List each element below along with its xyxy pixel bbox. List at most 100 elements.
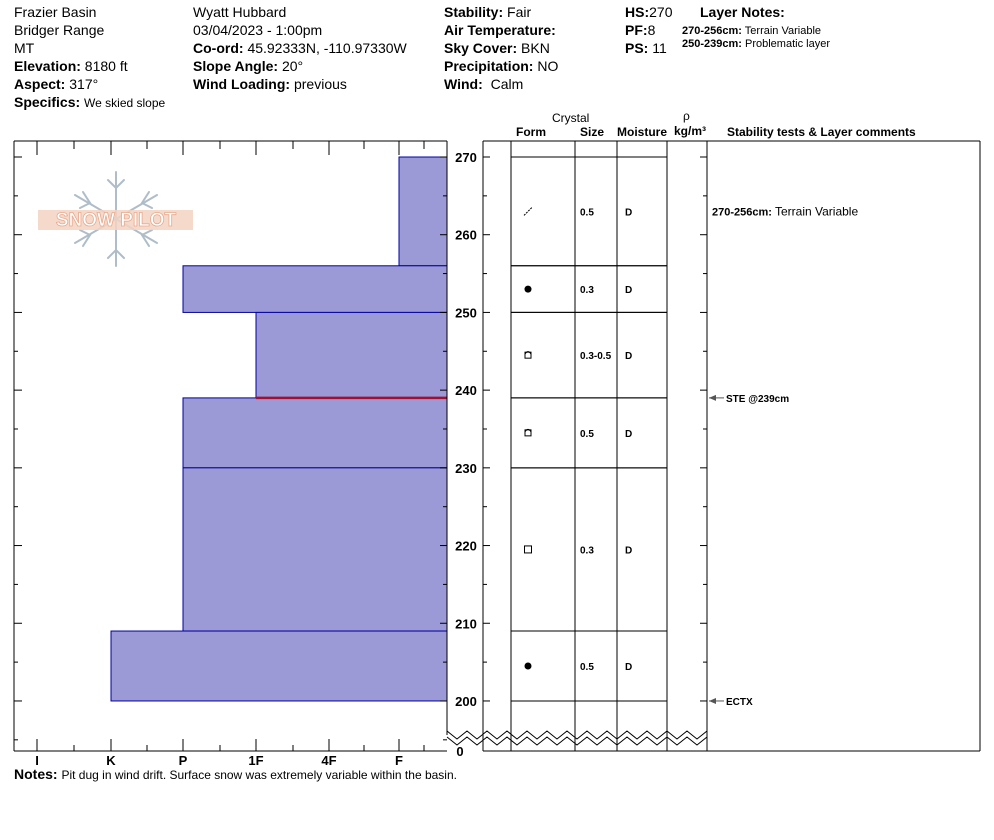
observation-datetime: 03/04/2023 - 1:00pm xyxy=(193,22,323,38)
grain-size-value: 0.3 xyxy=(580,285,594,296)
wind-loading-label: Wind Loading: xyxy=(193,76,291,92)
pf-row: PF:8 xyxy=(625,22,655,39)
hardness-label: P xyxy=(179,753,188,768)
layer-comment-text: Terrain Variable xyxy=(775,204,858,218)
depth-break-line xyxy=(446,736,708,746)
precip-row: Precipitation: NO xyxy=(444,58,558,75)
stability-value: Fair xyxy=(507,4,532,20)
hardness-label: F xyxy=(395,753,403,768)
wind-label: Wind: xyxy=(444,76,483,92)
notes-text: Pit dug in wind drift. Surface snow was … xyxy=(61,768,457,782)
faceted-rounded-icon xyxy=(524,428,532,437)
sky-cover-row: Sky Cover: BKN xyxy=(444,40,550,57)
depth-label: 260 xyxy=(455,228,477,243)
density-unit-header: kg/m³ xyxy=(674,124,707,138)
stability-tests-header: Stability tests & Layer comments xyxy=(727,125,916,139)
stability-test-label: ECTX xyxy=(726,697,753,708)
sky-cover-label: Sky Cover: xyxy=(444,40,518,56)
pf-value: 8 xyxy=(647,22,656,38)
moisture-value: D xyxy=(625,545,632,556)
hardness-bar xyxy=(182,467,448,632)
layer-note-range: 270-256cm: xyxy=(682,25,742,37)
elevation-value: 8180 ft xyxy=(84,58,128,74)
depth-label: 240 xyxy=(455,383,477,398)
coord-label: Co-ord: xyxy=(193,40,244,56)
depth-label-zero: 0 xyxy=(456,744,463,759)
slope-value: 20° xyxy=(281,58,304,74)
elevation-row: Elevation: 8180 ft xyxy=(14,58,128,75)
specifics-value: We skied slope xyxy=(84,96,166,110)
grain-size-value: 0.5 xyxy=(580,662,594,673)
precip-label: Precipitation: xyxy=(444,58,534,74)
moisture-value: D xyxy=(625,207,632,218)
grain-size-value: 0.5 xyxy=(580,429,594,440)
grain-size-value: 0.3-0.5 xyxy=(580,351,612,362)
hardness-label: 4F xyxy=(321,753,336,768)
stability-label: Stability: xyxy=(444,4,504,20)
hardness-bar xyxy=(182,397,448,469)
hardness-label: 1F xyxy=(248,753,263,768)
precip-value: NO xyxy=(537,58,559,74)
hardness-bar xyxy=(255,311,448,399)
coord-value: 45.92333N, -110.97330W xyxy=(247,40,407,56)
ps-value: 11 xyxy=(652,40,667,56)
wind-loading-row: Wind Loading: previous xyxy=(193,76,347,93)
wind-loading-value: previous xyxy=(293,76,347,92)
observer-name: Wyatt Hubbard xyxy=(193,4,287,20)
faceted-crystal-icon xyxy=(524,545,532,554)
moisture-header: Moisture xyxy=(617,125,668,139)
air-temp-label: Air Temperature: xyxy=(444,22,556,38)
hardness-bar xyxy=(182,265,448,313)
wind-value: Calm xyxy=(490,76,524,92)
faceted-arc xyxy=(524,428,532,433)
layer-note-text: Problematic layer xyxy=(745,38,830,50)
layer-notes-label: Layer Notes: xyxy=(700,4,785,20)
notes-row: Notes: Pit dug in wind drift. Surface sn… xyxy=(14,766,457,784)
depth-label: 220 xyxy=(455,539,477,554)
moisture-value: D xyxy=(625,285,632,296)
aspect-label: Aspect: xyxy=(14,76,66,92)
depth-label: 270 xyxy=(455,150,477,165)
depth-label: 200 xyxy=(455,694,477,709)
layer-note-text: Terrain Variable xyxy=(744,25,822,37)
grain-size-value: 0.5 xyxy=(580,207,594,218)
hs-label: HS: xyxy=(625,4,650,20)
pf-label: PF: xyxy=(625,22,648,38)
rho-header: ρ xyxy=(683,109,690,123)
hardness-bar xyxy=(110,630,448,702)
ps-label: PS: xyxy=(625,40,649,56)
slope-row: Slope Angle: 20° xyxy=(193,58,303,75)
depth-label: 250 xyxy=(455,305,477,320)
hs-value: 270 xyxy=(649,4,673,20)
rounded-grain-icon xyxy=(524,285,532,293)
specifics-row: Specifics: We skied slope xyxy=(14,94,165,112)
location-name: Frazier Basin xyxy=(14,4,97,20)
layer-note-1: 270-256cm: Terrain Variable xyxy=(682,23,821,40)
form-header: Form xyxy=(516,125,546,139)
specifics-label: Specifics: xyxy=(14,94,81,110)
logo-text: SNOW PILOT xyxy=(56,210,177,231)
stability-test-label: STE @239cm xyxy=(726,394,789,405)
layer-note-range: 250-239cm: xyxy=(682,38,742,50)
aspect-value: 317° xyxy=(69,76,99,92)
sky-cover-value: BKN xyxy=(521,40,550,56)
grain-size-value: 0.3 xyxy=(580,545,594,556)
decomposing-icon xyxy=(523,207,533,216)
stability-row: Stability: Fair xyxy=(444,4,531,21)
moisture-value: D xyxy=(625,429,632,440)
aspect-row: Aspect: 317° xyxy=(14,76,98,93)
hardness-bar xyxy=(398,156,448,267)
state-name: MT xyxy=(14,40,35,56)
depth-label: 210 xyxy=(455,616,477,631)
snowpilot-logo: SNOW PILOT xyxy=(38,171,193,267)
size-header: Size xyxy=(580,125,605,139)
slope-label: Slope Angle: xyxy=(193,58,279,74)
rounded-grain-icon xyxy=(524,662,532,670)
crystal-header: Crystal xyxy=(552,111,590,125)
hardness-label: K xyxy=(106,753,116,768)
moisture-value: D xyxy=(625,662,632,673)
faceted-rounded-icon xyxy=(524,351,532,359)
test-arrow-head xyxy=(709,697,716,704)
layer-comment-range: 270-256cm: xyxy=(712,206,775,218)
